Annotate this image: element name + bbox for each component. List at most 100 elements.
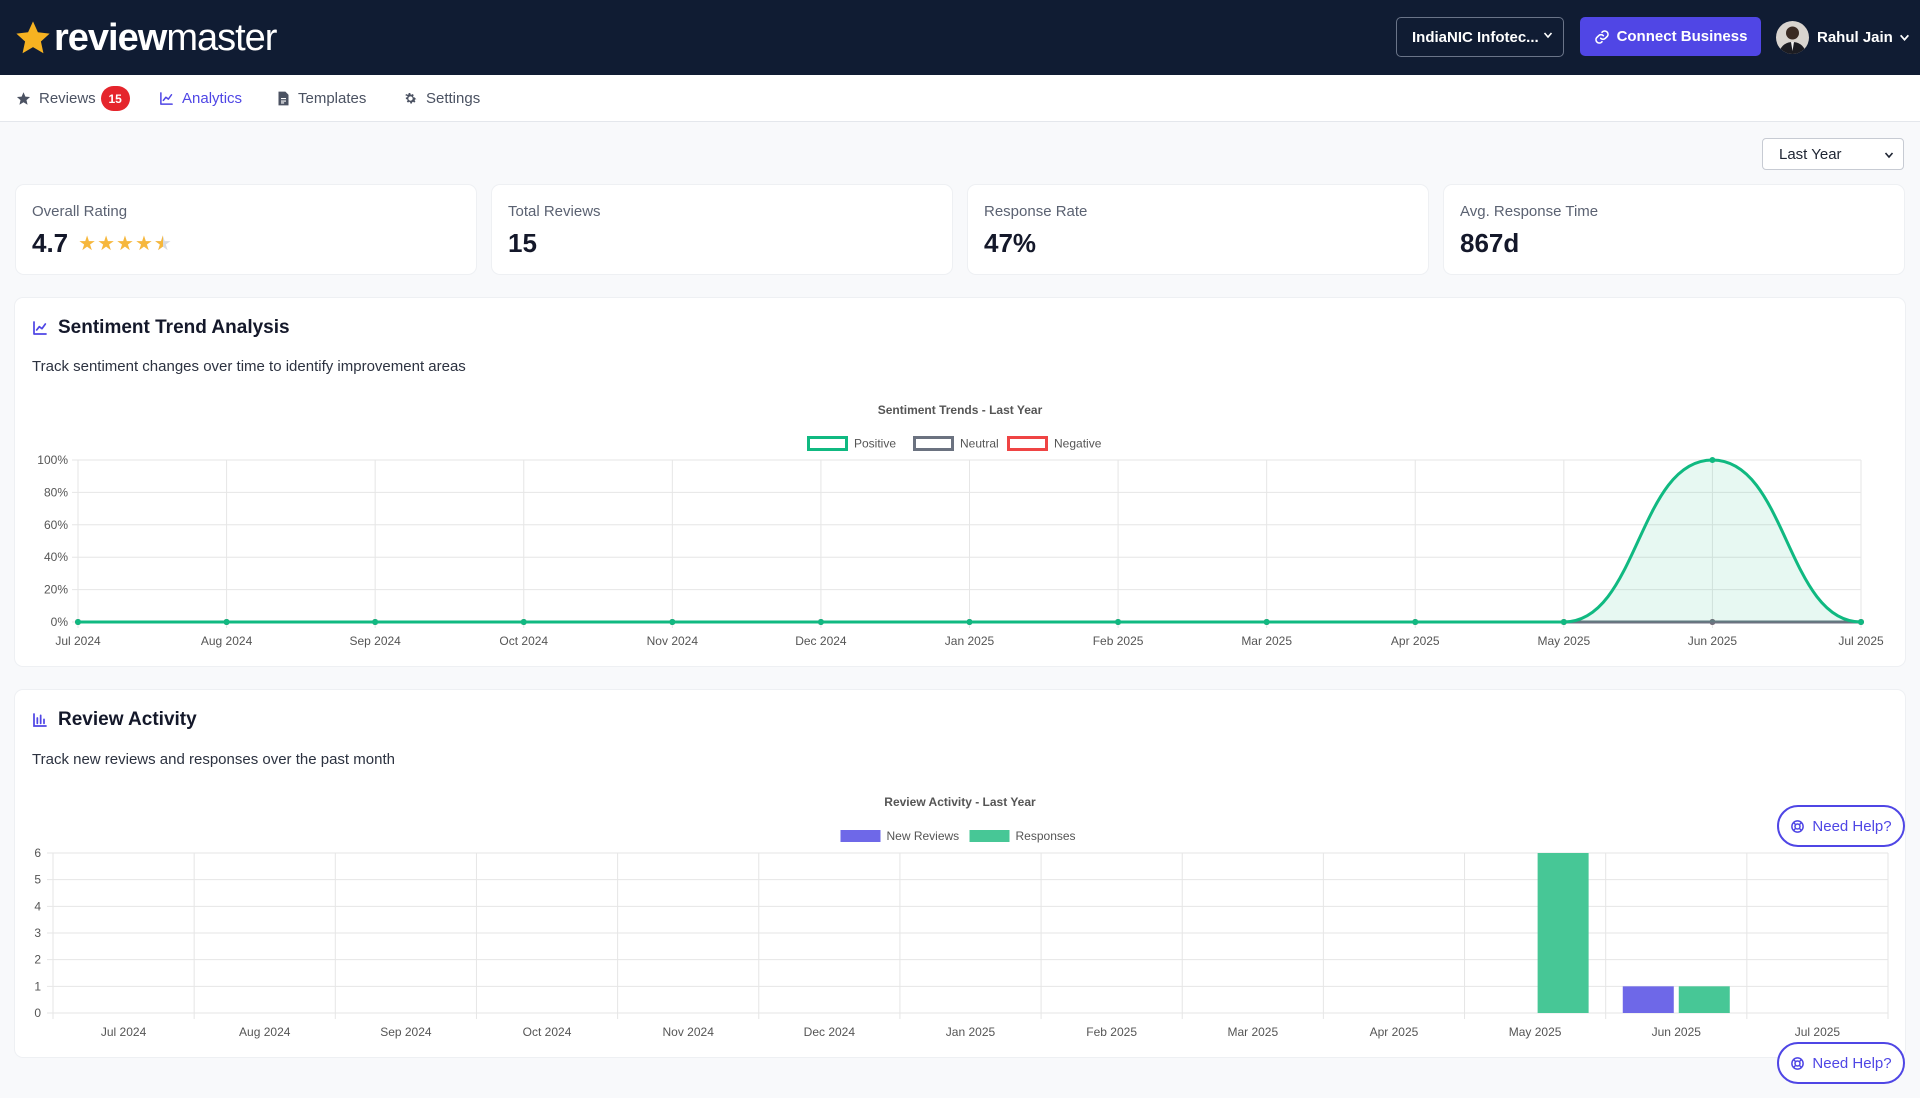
legend-swatch [913,436,954,451]
need-help-button[interactable]: Need Help? [1777,1042,1905,1084]
chevron-down-icon [1543,32,1553,39]
x-tick-label: Dec 2024 [804,1025,856,1039]
lifebuoy-icon [1791,819,1805,833]
app-logo[interactable]: reviewmaster [14,14,277,62]
data-point-positive [1858,619,1864,625]
x-tick-label: Aug 2024 [201,634,253,648]
x-tick-label: Sep 2024 [380,1025,432,1039]
y-tick-label: 100% [37,453,68,467]
data-point-positive [1115,619,1122,625]
main-tabs: Reviews 15 Analytics Templates Settings [0,75,1920,122]
top-navbar: reviewmaster IndiaNIC Infotec... Connect… [0,0,1920,75]
data-point-positive [372,619,379,625]
legend-label: Responses [1016,829,1076,843]
star-logo-icon [16,21,50,54]
sentiment-title: Sentiment Trend Analysis [58,317,290,338]
review-activity-card: Review Activity Track new reviews and re… [15,690,1905,1057]
y-tick-label: 6 [34,846,41,860]
series-area-positive [78,460,1861,622]
y-tick-label: 4 [34,899,41,913]
line-chart-icon [33,321,47,335]
logo-text-bold: review [54,17,167,59]
x-tick-label: Jul 2024 [101,1025,147,1039]
series-line-positive [78,458,1862,624]
bar-new-reviews [1622,986,1674,1013]
x-tick-label: Mar 2025 [1241,634,1292,648]
x-tick-label: Jan 2025 [945,634,995,648]
data-point-positive [817,619,824,625]
x-tick-label: Jan 2025 [946,1025,996,1039]
period-select[interactable]: Last Year [1762,138,1904,170]
x-tick-label: Jul 2025 [1795,1025,1841,1039]
document-icon [278,91,289,106]
y-tick-label: 2 [34,953,41,967]
line-chart-icon [160,92,173,105]
tab-analytics-label: Analytics [182,90,243,107]
tab-templates-label: Templates [298,90,367,107]
tab-analytics[interactable]: Analytics [159,75,242,122]
tab-reviews[interactable]: Reviews 15 [16,75,130,122]
star-full-icon: ★ [116,233,135,255]
rating-stars: ★★★★★★ [78,231,173,256]
stat-label: Total Reviews [508,203,601,220]
user-menu[interactable]: Rahul Jain [1776,20,1910,54]
business-select[interactable]: IndiaNIC Infotec... [1396,17,1564,57]
star-full-icon: ★ [78,233,98,255]
bar-responses [1678,986,1730,1013]
x-tick-label: Nov 2024 [647,634,699,648]
data-point-positive [75,619,81,625]
user-name: Rahul Jain [1817,28,1893,46]
y-tick-label: 0 [34,1006,41,1020]
review-activity-bar-chart: Review Activity - Last Year New Reviews Re… [34,795,1889,1039]
y-tick-label: 5 [34,873,41,887]
data-point-positive [1560,619,1567,625]
stat-card-avg-response-time: Avg. Response Time 867d [1444,185,1904,274]
data-point-neutral [1709,619,1716,625]
y-tick-label: 3 [34,926,41,940]
activity-description: Track new reviews and responses over the… [32,751,395,768]
y-tick-label: 20% [44,583,68,597]
x-tick-label: Apr 2025 [1370,1025,1419,1039]
sentiment-description: Track sentiment changes over time to ide… [32,358,466,375]
tab-settings[interactable]: Settings [403,75,480,122]
x-tick-label: Oct 2024 [499,634,548,648]
sentiment-line-chart: Sentiment Trends - Last Year Positive Neut… [37,403,1884,648]
y-tick-label: 80% [44,485,68,499]
star-icon [16,92,31,105]
tab-templates[interactable]: Templates [277,75,366,122]
x-tick-label: May 2025 [1509,1025,1562,1039]
business-select-value: IndiaNIC Infotec... [1412,28,1539,46]
stat-value: 867d [1460,228,1520,258]
data-point-positive [1263,619,1270,625]
bar-responses [1537,853,1589,1013]
card-title: Sentiment Trend Analysis [32,317,290,339]
x-tick-label: Jun 2025 [1688,634,1738,648]
x-tick-label: Jun 2025 [1652,1025,1702,1039]
chart-title: Sentiment Trends - Last Year [878,403,1043,417]
card-title: Review Activity [32,709,197,731]
legend-label: Positive [854,437,896,451]
logo-text-light: master [166,17,277,59]
x-tick-label: Feb 2025 [1086,1025,1137,1039]
need-help-button[interactable]: Need Help? [1777,805,1905,847]
y-tick-label: 0% [51,615,69,629]
chart-title: Review Activity - Last Year [884,795,1036,809]
chevron-down-icon [1899,34,1909,41]
data-point-positive [1709,457,1716,463]
x-tick-label: Dec 2024 [795,634,847,648]
stat-value: 47% [984,228,1037,258]
stat-label: Response Rate [984,203,1088,220]
legend-swatch [840,830,881,842]
reviews-count-badge: 15 [100,86,130,111]
avatar [1776,20,1809,54]
legend-label: New Reviews [887,829,960,843]
star-full-icon: ★ [134,233,154,255]
stat-value: 4.7 [32,228,69,258]
period-select-value: Last Year [1779,145,1842,163]
data-point-positive [1412,619,1419,625]
y-tick-label: 1 [34,979,41,993]
lifebuoy-icon [1791,1056,1805,1070]
connect-business-button[interactable]: Connect Business [1580,17,1761,56]
connect-business-label: Connect Business [1616,28,1748,45]
legend-label: Neutral [960,437,999,451]
